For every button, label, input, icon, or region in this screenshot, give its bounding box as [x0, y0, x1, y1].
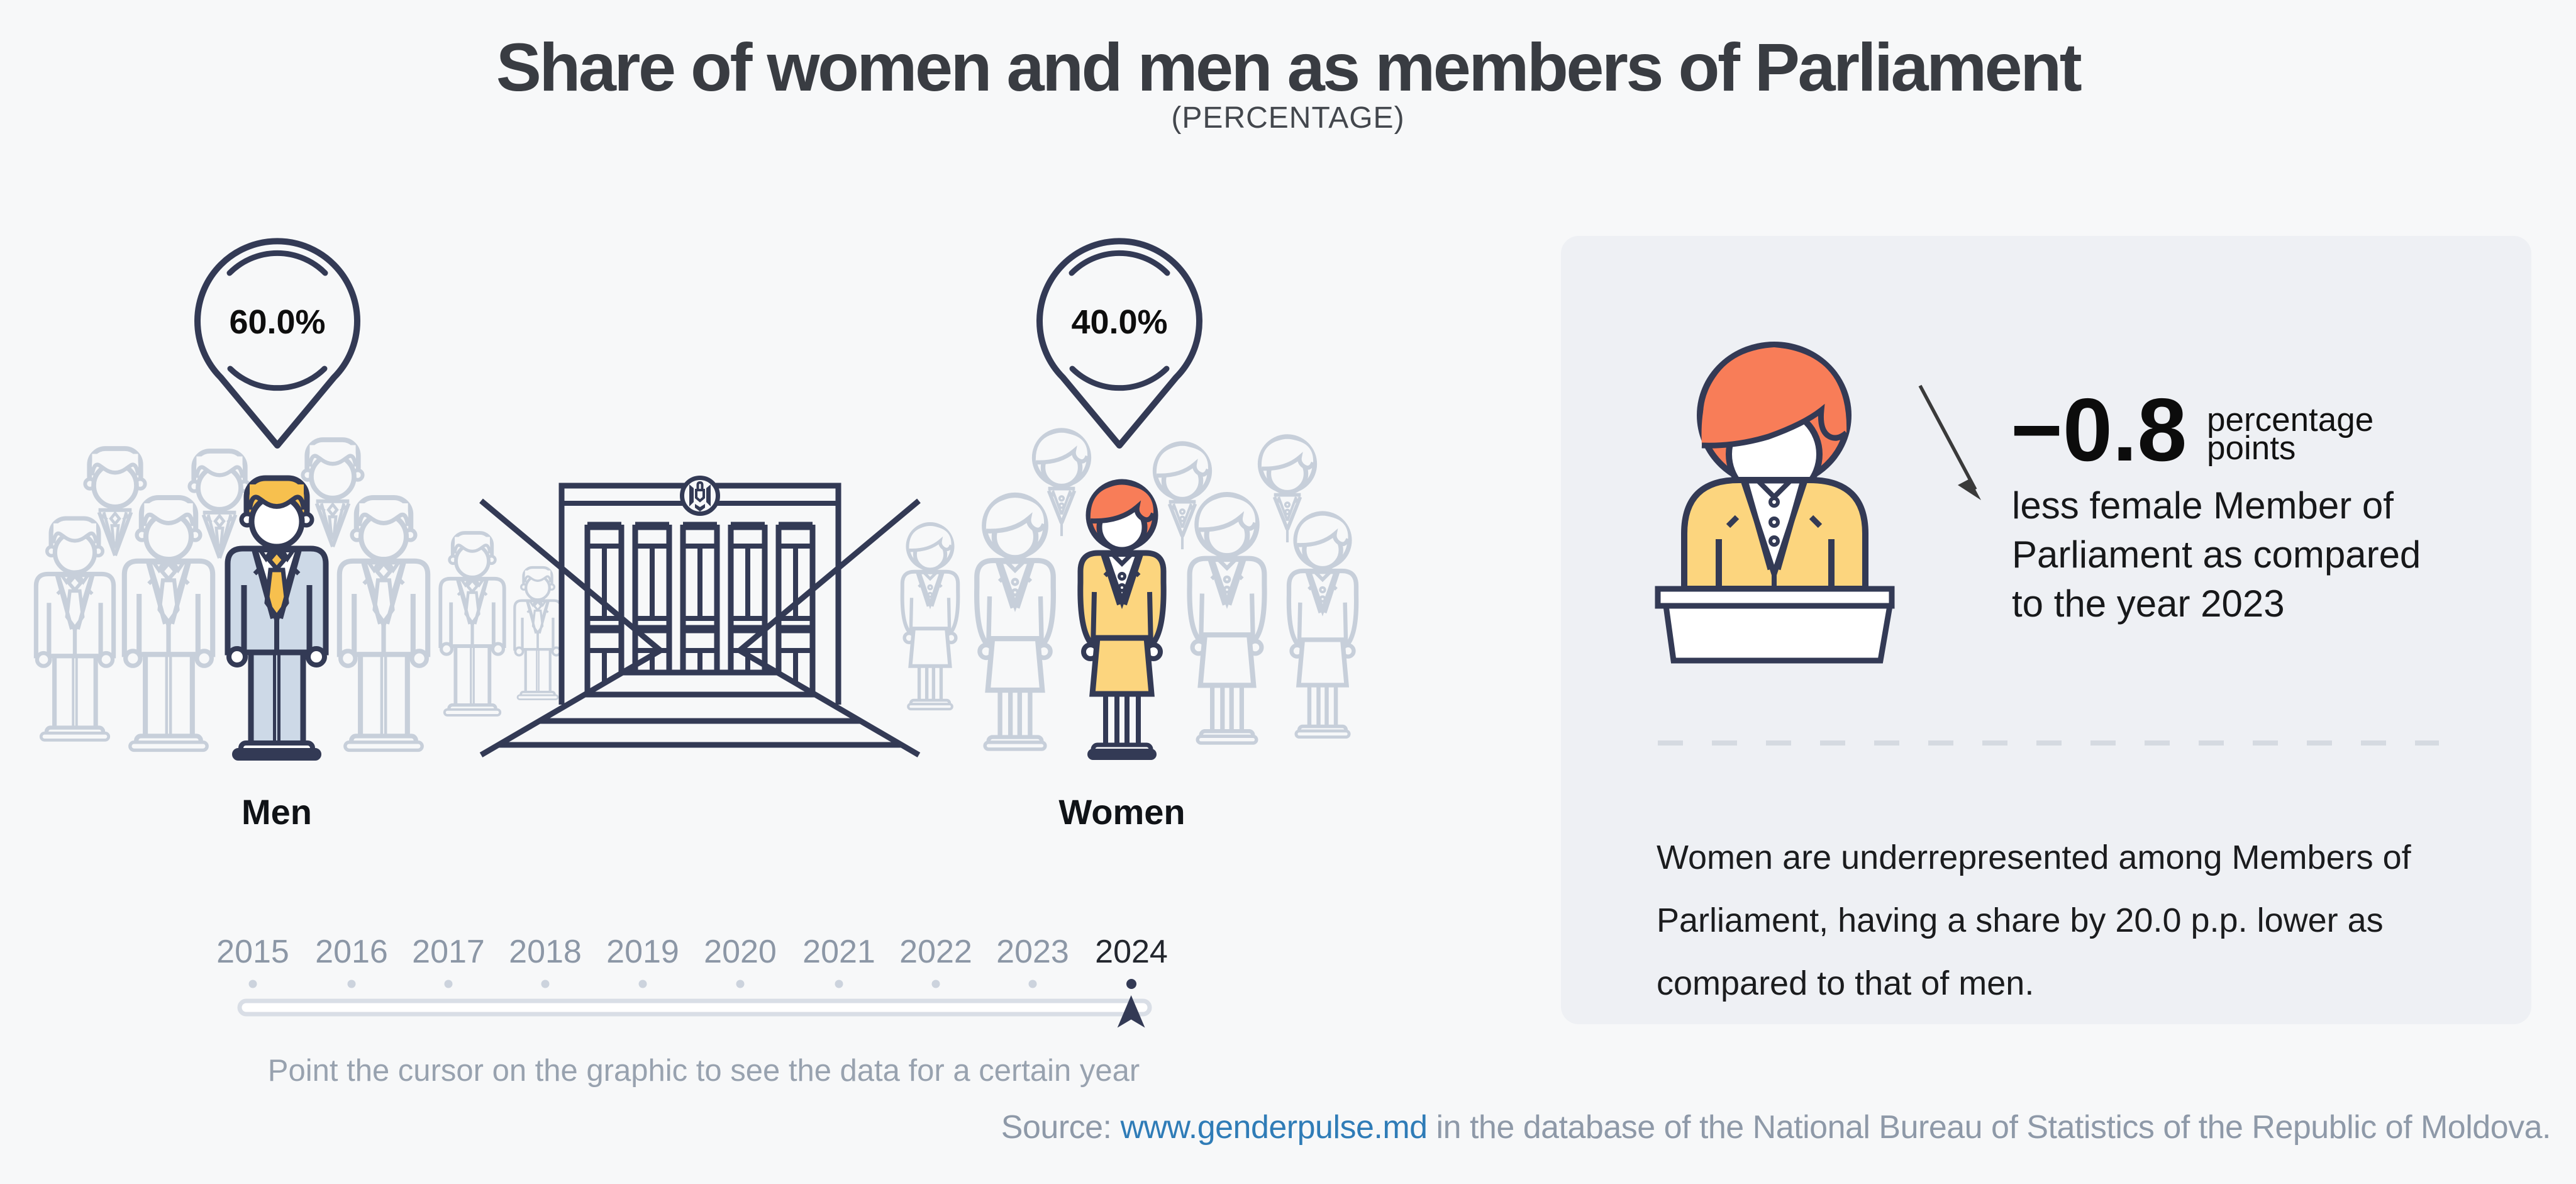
svg-text:2024: 2024 [1095, 934, 1168, 970]
svg-text:40.0%: 40.0% [1071, 303, 1167, 341]
svg-text:2020: 2020 [704, 934, 777, 970]
svg-text:2023: 2023 [996, 934, 1069, 970]
svg-text:2015: 2015 [216, 934, 289, 970]
svg-text:2016: 2016 [315, 934, 388, 970]
svg-text:2017: 2017 [412, 934, 485, 970]
svg-text:2021: 2021 [802, 934, 875, 970]
svg-text:2019: 2019 [606, 934, 679, 970]
svg-text:2022: 2022 [899, 934, 972, 970]
svg-text:60.0%: 60.0% [229, 303, 325, 341]
svg-text:2018: 2018 [509, 934, 582, 970]
